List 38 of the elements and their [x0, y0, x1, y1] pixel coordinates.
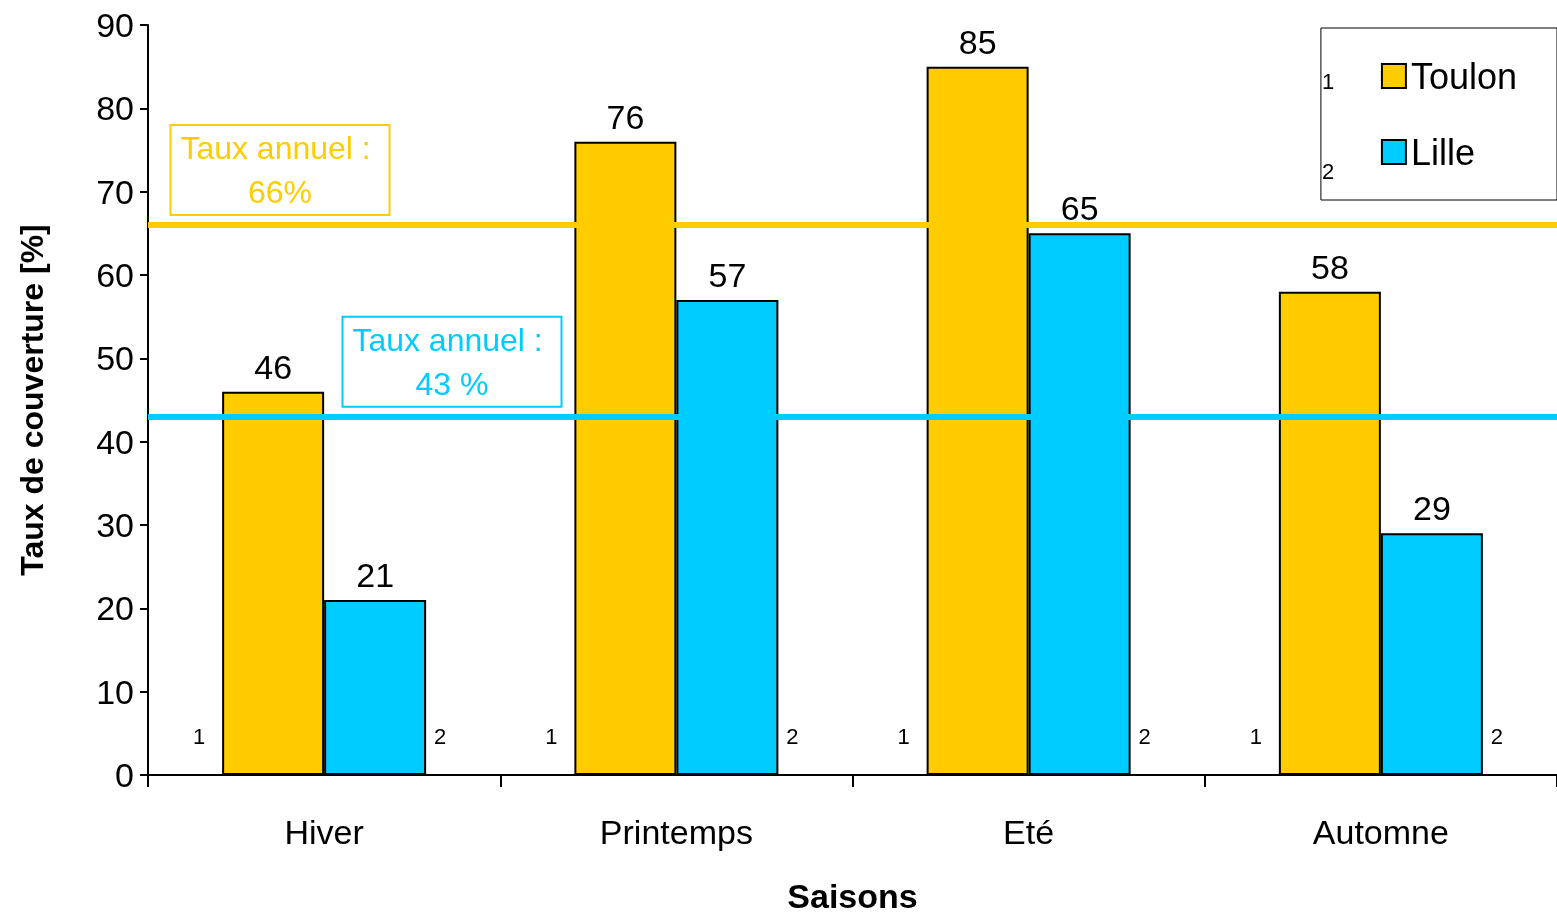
annotation: 2 [434, 723, 447, 749]
annotation: 1 [1249, 723, 1262, 749]
annotation: 2 [786, 723, 799, 749]
x-tick-label: Printemps [599, 813, 753, 851]
y-tick-label: 20 [96, 589, 134, 628]
y-tick-label: 90 [96, 6, 134, 44]
legend-label: Toulon [1410, 55, 1518, 97]
y-tick-label: 30 [96, 506, 134, 544]
ref-line-label: Taux annuel : 43 % [352, 321, 552, 402]
x-tick-label: Eté [1003, 813, 1055, 851]
annotation: 2 [1321, 158, 1335, 184]
ref-line-label: Taux annuel : 66% [180, 130, 380, 210]
x-tick-label: Hiver [284, 813, 364, 851]
y-tick-label: 0 [115, 756, 134, 794]
y-tick-label: 50 [96, 339, 134, 378]
data-label: 58 [1310, 247, 1349, 286]
data-label: 76 [606, 97, 645, 136]
y-tick-label: 80 [96, 89, 134, 128]
annotation: 2 [1490, 723, 1503, 749]
y-tick-label: 10 [96, 672, 134, 711]
data-label: 29 [1412, 489, 1451, 528]
y-tick-label: 40 [96, 422, 134, 461]
data-label: 21 [356, 556, 395, 594]
data-label: 65 [1060, 189, 1099, 228]
annotation: 2 [1138, 723, 1151, 749]
data-label: 57 [708, 256, 747, 294]
data-label: 85 [958, 22, 997, 61]
annotation: 1 [1321, 68, 1335, 94]
x-axis-title: Saisons [787, 877, 918, 915]
annotation: 1 [193, 723, 206, 749]
y-tick-label: 60 [96, 256, 134, 294]
annotation: 1 [897, 723, 910, 749]
legend-label: Lille [1410, 131, 1475, 173]
y-axis-title: Taux de couverture [%] [14, 224, 50, 576]
y-tick-label: 70 [96, 172, 134, 211]
annotation: 1 [545, 723, 558, 749]
data-label: 46 [254, 347, 293, 386]
x-tick-label: Automne [1312, 813, 1449, 851]
